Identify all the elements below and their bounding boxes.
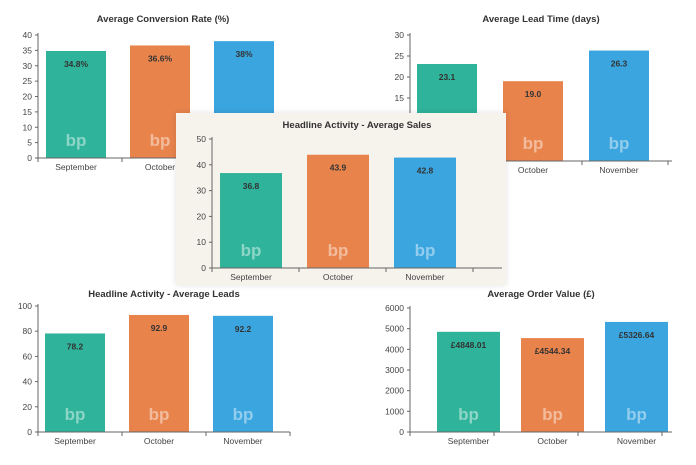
category-label: October bbox=[537, 436, 567, 446]
y-tick-label: 0 bbox=[27, 153, 32, 163]
y-tick-label: 30 bbox=[23, 61, 33, 71]
data-label: 92.9 bbox=[151, 323, 168, 333]
average-sales-chart: Headline Activity - Average Sales 36.8 bp S… bbox=[176, 113, 506, 285]
logo-watermark: bp bbox=[609, 134, 630, 153]
logo-watermark: bp bbox=[149, 405, 170, 424]
y-tick-label: 15 bbox=[395, 93, 405, 103]
y-tick-label: 20 bbox=[395, 72, 405, 82]
category-label: September bbox=[230, 272, 272, 282]
y-tick-label: 40 bbox=[23, 30, 33, 40]
chart-title: Average Conversion Rate (%) bbox=[97, 14, 230, 25]
bar bbox=[307, 154, 369, 268]
logo-watermark: bp bbox=[523, 134, 544, 153]
y-tick-label: 2000 bbox=[385, 386, 404, 396]
logo-watermark: bp bbox=[542, 405, 563, 424]
y-tick-label: 20 bbox=[23, 92, 33, 102]
y-tick-label: 10 bbox=[197, 237, 207, 247]
y-tick-label: 50 bbox=[197, 134, 207, 144]
bar bbox=[605, 321, 668, 432]
category-label: October bbox=[145, 162, 175, 172]
data-label: 19.0 bbox=[525, 89, 542, 99]
data-label: 43.9 bbox=[330, 163, 347, 173]
data-label: 36.6% bbox=[148, 53, 173, 63]
category-label: September bbox=[55, 162, 97, 172]
y-tick-label: 25 bbox=[395, 51, 405, 61]
bar bbox=[220, 173, 282, 268]
y-tick-label: 30 bbox=[197, 186, 207, 196]
category-label: November bbox=[599, 165, 638, 175]
bar bbox=[589, 50, 649, 161]
category-label: September bbox=[54, 436, 96, 446]
data-label: £4544.34 bbox=[535, 346, 571, 356]
category-label: September bbox=[448, 436, 490, 446]
data-label: 92.2 bbox=[235, 324, 252, 334]
chart-title: Average Order Value (£) bbox=[487, 289, 594, 300]
y-tick-label: 60 bbox=[23, 351, 33, 361]
data-label: 26.3 bbox=[611, 59, 628, 69]
y-tick-label: 10 bbox=[23, 122, 33, 132]
logo-watermark: bp bbox=[241, 241, 262, 260]
bar bbox=[45, 333, 105, 432]
y-tick-label: 15 bbox=[23, 107, 33, 117]
chart-svg: Headline Activity - Average Leads 78.2 bp S… bbox=[18, 289, 291, 446]
y-tick-label: 40 bbox=[197, 160, 207, 170]
logo-watermark: bp bbox=[626, 405, 647, 424]
y-tick-label: 100 bbox=[18, 301, 32, 311]
chart-title: Headline Activity - Average Leads bbox=[88, 289, 240, 300]
category-label: November bbox=[617, 436, 656, 446]
logo-watermark: bp bbox=[66, 131, 87, 150]
order-value-chart: Average Order Value (£) £4848.01 bp Septemb… bbox=[380, 282, 680, 460]
logo-watermark: bp bbox=[150, 131, 171, 150]
category-label: October bbox=[518, 165, 548, 175]
y-tick-label: 30 bbox=[395, 30, 405, 40]
bar bbox=[46, 50, 106, 158]
category-label: October bbox=[323, 272, 353, 282]
data-label: £5326.64 bbox=[619, 330, 655, 340]
y-tick-label: 20 bbox=[23, 402, 33, 412]
bar bbox=[437, 331, 500, 432]
y-tick-label: 1000 bbox=[385, 406, 404, 416]
logo-watermark: bp bbox=[65, 405, 86, 424]
y-tick-label: 80 bbox=[23, 326, 33, 336]
data-label: 36.8 bbox=[243, 181, 260, 191]
bar bbox=[213, 315, 273, 432]
bar bbox=[394, 157, 456, 268]
y-tick-label: 0 bbox=[27, 427, 32, 437]
y-tick-label: 3000 bbox=[385, 365, 404, 375]
chart-title: Headline Activity - Average Sales bbox=[283, 120, 432, 131]
logo-watermark: bp bbox=[458, 405, 479, 424]
data-label: 23.1 bbox=[439, 72, 456, 82]
logo-watermark: bp bbox=[415, 241, 436, 260]
data-label: £4848.01 bbox=[451, 340, 487, 350]
average-leads-chart: Headline Activity - Average Leads 78.2 bp S… bbox=[0, 282, 300, 460]
y-tick-label: 0 bbox=[399, 427, 404, 437]
data-label: 78.2 bbox=[67, 341, 84, 351]
data-label: 38% bbox=[235, 49, 252, 59]
bar bbox=[129, 314, 189, 432]
y-tick-label: 5000 bbox=[385, 324, 404, 334]
y-tick-label: 0 bbox=[201, 263, 206, 273]
chart-title: Average Lead Time (days) bbox=[482, 14, 599, 25]
chart-svg: Average Order Value (£) £4848.01 bp Septemb… bbox=[385, 289, 672, 446]
y-tick-label: 6000 bbox=[385, 303, 404, 313]
y-tick-label: 4000 bbox=[385, 344, 404, 354]
bar bbox=[521, 338, 584, 432]
bar bbox=[503, 81, 563, 161]
category-label: November bbox=[405, 272, 444, 282]
y-tick-label: 20 bbox=[197, 211, 207, 221]
y-tick-label: 35 bbox=[23, 45, 33, 55]
y-tick-label: 40 bbox=[23, 377, 33, 387]
data-label: 34.8% bbox=[64, 59, 89, 69]
category-label: October bbox=[144, 436, 174, 446]
logo-watermark: bp bbox=[233, 405, 254, 424]
data-label: 42.8 bbox=[417, 166, 434, 176]
y-tick-label: 25 bbox=[23, 76, 33, 86]
chart-svg: Headline Activity - Average Sales 36.8 bp S… bbox=[197, 120, 502, 282]
logo-watermark: bp bbox=[328, 241, 349, 260]
category-label: November bbox=[223, 436, 262, 446]
y-tick-label: 5 bbox=[27, 138, 32, 148]
